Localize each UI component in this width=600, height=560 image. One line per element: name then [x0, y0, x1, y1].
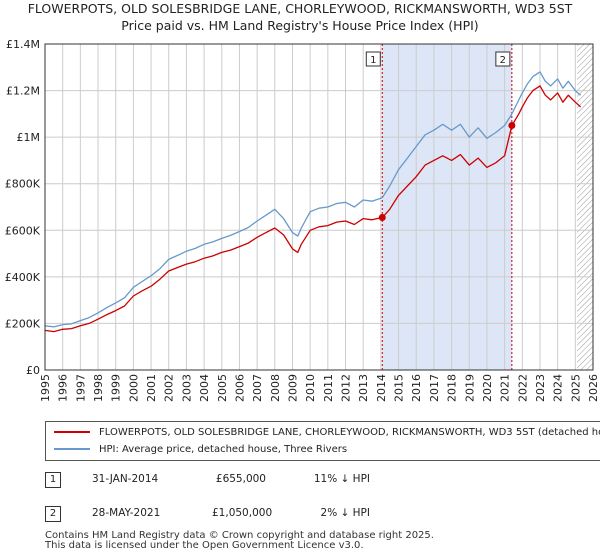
- x-tick-label: 2007: [251, 374, 264, 402]
- sale-price: £1,050,000: [212, 507, 273, 519]
- sale-marker-label: 2: [500, 55, 506, 66]
- x-tick-label: 2017: [428, 374, 441, 402]
- x-tick-label: 2015: [393, 374, 406, 402]
- legend-item-hpi: HPI: Average price, detached house, Thre…: [54, 442, 347, 458]
- legend-item-property: FLOWERPOTS, OLD SOLESBRIDGE LANE, CHORLE…: [54, 425, 600, 441]
- sale-marker-badge: 2: [45, 506, 61, 522]
- y-tick-label: £1M: [17, 131, 41, 144]
- x-tick-label: 2009: [286, 374, 299, 402]
- y-tick-label: £0: [26, 364, 40, 377]
- x-tick-label: 2000: [127, 374, 140, 402]
- x-tick-label: 2008: [269, 374, 282, 402]
- sale-marker-badge: 1: [45, 472, 61, 488]
- title-line-2: Price paid vs. HM Land Registry's House …: [121, 18, 479, 33]
- x-tick-label: 2013: [357, 374, 370, 402]
- chart-title: FLOWERPOTS, OLD SOLESBRIDGE LANE, CHORLE…: [0, 0, 600, 34]
- x-tick-label: 2025: [569, 374, 582, 402]
- x-tick-label: 2010: [304, 374, 317, 402]
- title-line-1: FLOWERPOTS, OLD SOLESBRIDGE LANE, CHORLE…: [27, 1, 573, 16]
- y-tick-label: £1.4M: [6, 38, 40, 51]
- y-tick-label: £1.2M: [6, 85, 40, 98]
- y-tick-label: £200K: [5, 317, 41, 330]
- sale-price: £655,000: [215, 473, 266, 485]
- y-tick-label: £800K: [5, 178, 41, 191]
- footer-line-2: This data is licensed under the Open Gov…: [45, 540, 364, 551]
- x-tick-label: 2020: [481, 374, 494, 402]
- legend: FLOWERPOTS, OLD SOLESBRIDGE LANE, CHORLE…: [45, 421, 600, 461]
- x-tick-label: 2026: [587, 374, 600, 402]
- x-tick-label: 2024: [552, 374, 565, 402]
- sale-hpi-diff: 2% ↓ HPI: [320, 507, 370, 519]
- x-tick-label: 2005: [216, 374, 229, 402]
- sale-date: 31-JAN-2014: [92, 473, 159, 485]
- legend-swatch-hpi: [54, 448, 90, 450]
- sale-marker-box: [365, 51, 381, 67]
- x-tick-label: 2002: [163, 374, 176, 402]
- x-tick-label: 2022: [516, 374, 529, 402]
- x-tick-label: 1995: [39, 374, 52, 402]
- price-chart: £0 £200K £400K £600K £800K £1M £1.2M £1.4M 1995 1…: [5, 38, 600, 402]
- hpi-line: [44, 71, 582, 328]
- x-tick-label: 2011: [322, 374, 335, 402]
- sale-date: 28-MAY-2021: [92, 507, 161, 519]
- plot-border: [44, 43, 594, 371]
- x-tick-label: 2018: [446, 374, 459, 402]
- sale-point: [378, 213, 386, 221]
- x-tick-label: 1996: [57, 374, 70, 402]
- legend-label-hpi: HPI: Average price, detached house, Thre…: [99, 444, 348, 455]
- footer: Contains HM Land Registry data © Crown c…: [45, 531, 434, 551]
- sale-point: [508, 122, 516, 129]
- x-tick-label: 2006: [233, 374, 246, 402]
- hatched-forecast-region: [577, 44, 593, 370]
- sale-hpi-diff: 11% ↓ HPI: [313, 473, 370, 485]
- sale-marker-label: 1: [370, 55, 376, 66]
- shaded-ownership-range: [382, 44, 512, 370]
- x-tick-label: 2001: [145, 374, 158, 402]
- property-price-line: [44, 85, 582, 333]
- x-tick-label: 1999: [110, 374, 123, 402]
- x-tick-label: 1998: [92, 374, 105, 402]
- x-tick-label: 2012: [340, 374, 353, 402]
- x-tick-label: 2023: [534, 374, 547, 402]
- legend-label-property: FLOWERPOTS, OLD SOLESBRIDGE LANE, CHORLE…: [99, 427, 600, 438]
- legend-swatch-property: [54, 431, 90, 433]
- x-tick-label: 2014: [375, 374, 388, 402]
- sale-row: 1 31-JAN-2014 £655,000 11% ↓ HPI: [0, 472, 600, 492]
- footer-line-1: Contains HM Land Registry data © Crown c…: [45, 530, 434, 541]
- y-tick-label: £600K: [5, 224, 41, 237]
- sale-row: 2 28-MAY-2021 £1,050,000 2% ↓ HPI: [0, 506, 600, 526]
- sale-marker-box: [495, 51, 511, 67]
- x-tick-label: 2021: [499, 374, 512, 402]
- x-tick-label: 2004: [198, 374, 211, 402]
- y-tick-label: £400K: [5, 271, 41, 284]
- x-tick-label: 2016: [410, 374, 423, 402]
- x-tick-label: 2019: [463, 374, 476, 402]
- x-tick-label: 1997: [74, 374, 87, 402]
- x-tick-label: 2003: [180, 374, 193, 402]
